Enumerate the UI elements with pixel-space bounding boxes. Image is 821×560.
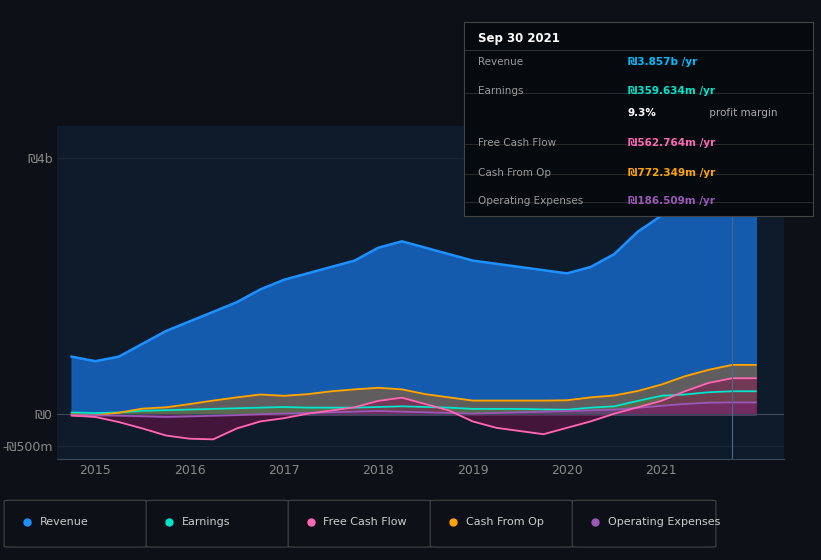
Text: Revenue: Revenue [478,57,523,67]
FancyBboxPatch shape [146,500,290,547]
Text: Earnings: Earnings [478,86,523,96]
Text: profit margin: profit margin [706,109,777,118]
FancyBboxPatch shape [572,500,716,547]
Text: ₪359.634m /yr: ₪359.634m /yr [628,86,715,96]
Text: Earnings: Earnings [181,517,230,527]
FancyBboxPatch shape [4,500,148,547]
Text: ₪186.509m /yr: ₪186.509m /yr [628,197,715,206]
Text: Cash From Op: Cash From Op [478,168,551,178]
Text: ₪3.857b /yr: ₪3.857b /yr [628,57,697,67]
Text: 9.3%: 9.3% [628,109,657,118]
Text: Operating Expenses: Operating Expenses [478,197,583,206]
Text: Cash From Op: Cash From Op [466,517,544,527]
Text: Revenue: Revenue [39,517,88,527]
Text: ₪772.349m /yr: ₪772.349m /yr [628,168,715,178]
Text: Operating Expenses: Operating Expenses [608,517,720,527]
FancyBboxPatch shape [430,500,574,547]
Text: Sep 30 2021: Sep 30 2021 [478,32,560,45]
Text: Free Cash Flow: Free Cash Flow [478,138,556,148]
FancyBboxPatch shape [288,500,432,547]
Text: ₪562.764m /yr: ₪562.764m /yr [628,138,715,148]
Text: Free Cash Flow: Free Cash Flow [323,517,407,527]
